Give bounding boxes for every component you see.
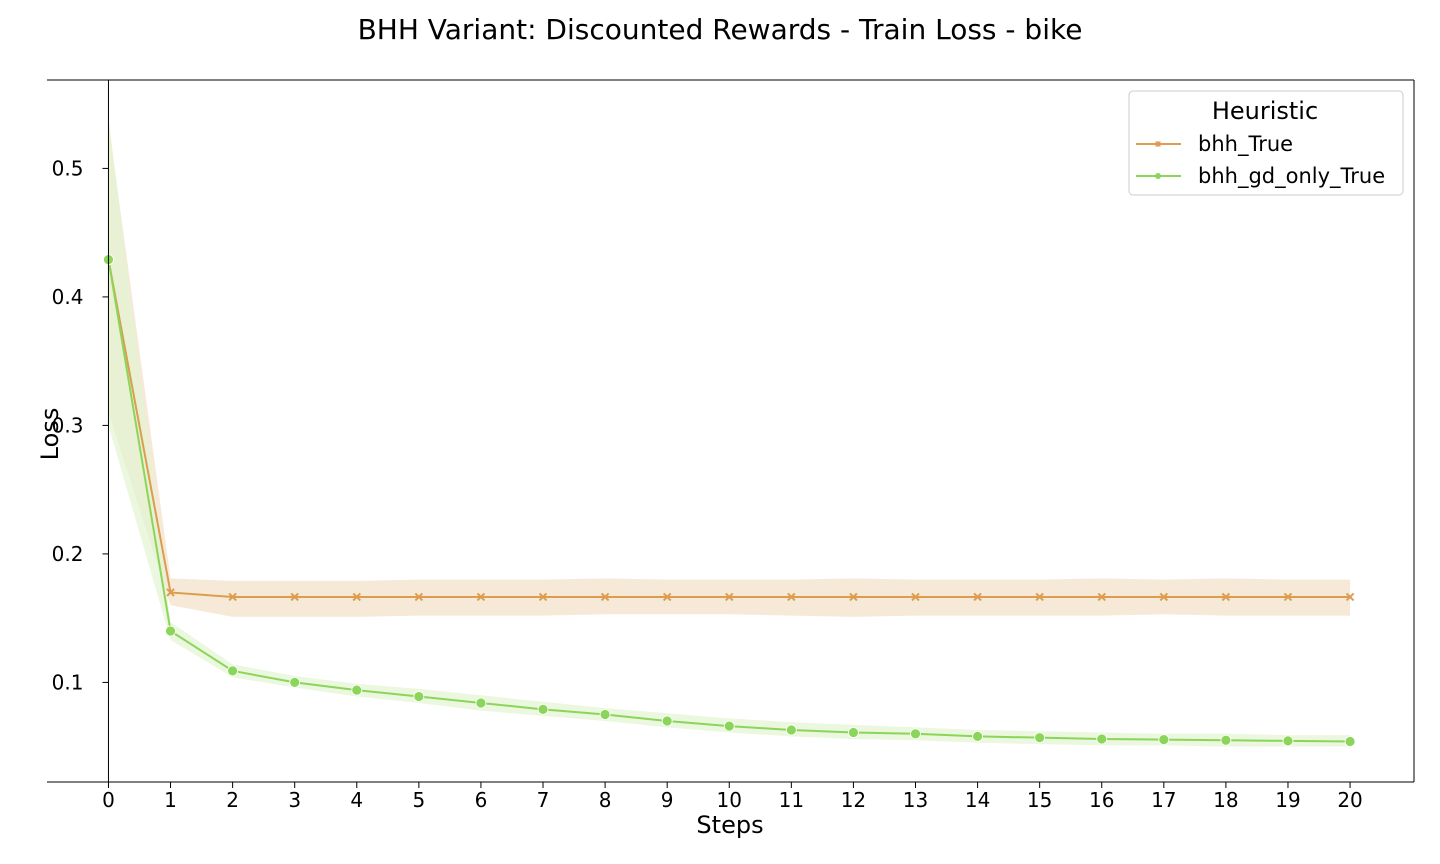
data-point <box>600 592 610 602</box>
data-point <box>1097 592 1106 602</box>
series-line-2 <box>107 259 1351 743</box>
x-tick-label: 17 <box>1151 788 1176 812</box>
data-point <box>910 728 921 740</box>
data-point <box>972 730 983 742</box>
legend-swatch-marker <box>1155 173 1161 179</box>
legend-title: Heuristic <box>1212 97 1318 125</box>
y-tick-label: 0.4 <box>52 285 84 309</box>
data-point <box>165 625 176 637</box>
legend-label: bhh_True <box>1198 132 1293 157</box>
data-point <box>785 724 797 736</box>
legend-entries: bhh_True bhh_gd_only_True <box>1136 132 1385 189</box>
data-point <box>723 720 735 732</box>
data-point <box>1345 592 1355 602</box>
x-tick-label: 9 <box>661 788 674 812</box>
data-point <box>911 592 920 602</box>
data-point <box>1344 736 1356 747</box>
data-point <box>725 592 734 602</box>
x-tick-label: 13 <box>903 788 928 812</box>
x-tick-label: 15 <box>1027 788 1052 812</box>
confidence-bands <box>108 117 1351 747</box>
y-tick-label: 0.1 <box>52 670 84 694</box>
x-axis-label: Steps <box>696 811 763 839</box>
data-point <box>1034 732 1046 744</box>
data-point <box>1282 735 1294 747</box>
series-lines <box>107 259 1351 743</box>
data-point <box>1158 734 1170 745</box>
data-point <box>352 592 361 602</box>
data-point <box>537 703 549 715</box>
legend-swatch-marker <box>1155 141 1161 147</box>
data-point <box>1035 592 1044 602</box>
chart-title: BHH Variant: Discounted Rewards - Train … <box>358 13 1083 46</box>
data-point <box>538 592 548 602</box>
x-tick-label: 11 <box>779 788 804 812</box>
data-point <box>290 592 299 602</box>
x-tick-label: 4 <box>350 788 363 812</box>
legend-label: bhh_gd_only_True <box>1198 164 1385 189</box>
data-point <box>599 709 611 720</box>
x-tick-label: 20 <box>1337 788 1362 812</box>
x-tick-label: 16 <box>1089 788 1114 812</box>
data-point <box>413 691 425 702</box>
x-axis-ticks: 0 1 2 3 4 5 6 7 8 9 10 11 12 13 14 15 16 17 18 19 20 <box>102 782 1363 812</box>
x-tick-label: 14 <box>965 788 990 812</box>
x-tick-label: 19 <box>1275 788 1300 812</box>
x-tick-label: 0 <box>102 788 115 812</box>
y-tick-label: 0.5 <box>52 156 84 180</box>
data-point <box>476 592 486 602</box>
series-markers <box>103 254 1356 747</box>
data-point <box>662 592 672 602</box>
data-point <box>1283 592 1293 602</box>
data-point <box>661 715 673 727</box>
data-point <box>849 592 858 602</box>
data-point <box>1159 592 1169 602</box>
x-tick-label: 2 <box>226 788 239 812</box>
x-tick-label: 8 <box>599 788 612 812</box>
data-point <box>414 592 424 602</box>
legend-box <box>1128 90 1404 196</box>
data-point <box>475 697 487 709</box>
y-tick-label: 0.2 <box>52 542 84 566</box>
x-tick-label: 6 <box>475 788 488 812</box>
data-point <box>228 592 237 602</box>
y-axis-ticks: 0.1 0.2 0.3 0.4 0.5 <box>52 156 109 694</box>
axes <box>47 79 1415 783</box>
legend: Heuristic bhh_True bhh_gd_only_True <box>1128 90 1404 196</box>
y-axis-label: Loss <box>36 408 64 461</box>
data-point <box>289 677 301 688</box>
data-point <box>166 588 175 597</box>
x-tick-label: 12 <box>841 788 866 812</box>
x-tick-label: 7 <box>537 788 550 812</box>
data-point <box>1096 733 1108 745</box>
x-tick-label: 10 <box>717 788 742 812</box>
data-point <box>351 684 363 696</box>
x-tick-label: 1 <box>164 788 177 812</box>
confidence-band-2 <box>108 117 1351 747</box>
data-point <box>973 592 982 602</box>
x-tick-label: 18 <box>1213 788 1238 812</box>
data-point <box>1221 592 1231 602</box>
y-tick-label: 0.3 <box>52 413 84 437</box>
series-line-1 <box>107 259 1351 598</box>
x-tick-label: 3 <box>288 788 301 812</box>
data-point <box>227 665 239 677</box>
data-point <box>787 592 796 602</box>
confidence-band-1 <box>108 123 1351 617</box>
x-tick-label: 5 <box>412 788 425 812</box>
data-point <box>848 727 859 738</box>
data-point <box>1220 734 1232 746</box>
